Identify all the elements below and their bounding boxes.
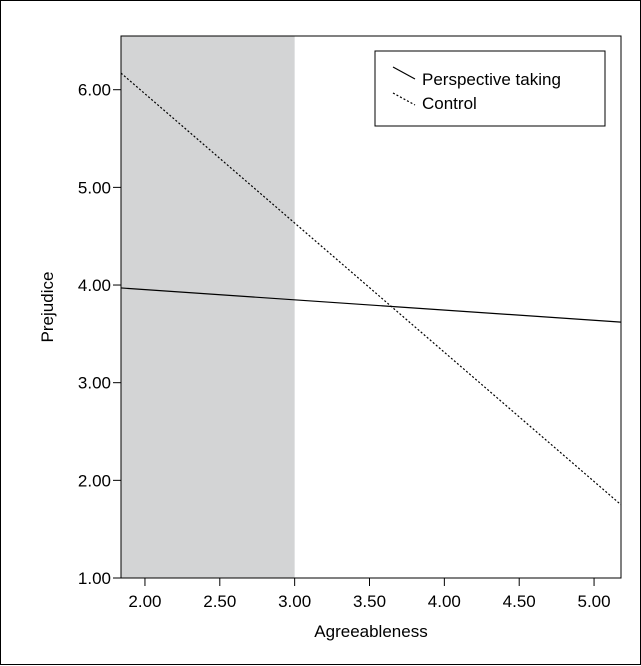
x-axis-title: Agreeableness	[314, 622, 427, 641]
x-tick-label: 4.50	[503, 592, 536, 611]
series-line-perspective-taking	[120, 287, 622, 323]
x-axis: 2.00 2.50 3.00 3.50 4.00 4.50 5.00	[128, 578, 611, 611]
y-tick-label: 2.00	[78, 471, 111, 490]
x-tick-label: 5.00	[578, 592, 611, 611]
y-axis: 1.00 2.00 3.00 4.00 5.00 6.00	[78, 81, 121, 588]
legend-label-control: Control	[422, 94, 477, 113]
y-tick-label: 4.00	[78, 276, 111, 295]
y-tick-label: 6.00	[78, 81, 111, 100]
legend: Perspective taking Control	[374, 50, 606, 127]
x-tick-label: 3.50	[353, 592, 386, 611]
x-tick-label: 2.50	[203, 592, 236, 611]
shaded-region	[121, 36, 295, 578]
y-tick-label: 5.00	[78, 178, 111, 197]
plot-area-border	[120, 35, 622, 579]
x-tick-label: 2.00	[128, 592, 161, 611]
plot-lines	[120, 72, 622, 506]
y-axis-title: Prejudice	[38, 272, 57, 343]
legend-label-perspective-taking: Perspective taking	[422, 70, 561, 89]
legend-box	[374, 50, 606, 127]
y-tick-label: 3.00	[78, 374, 111, 393]
legend-swatch-control	[392, 92, 416, 106]
y-tick-label: 1.00	[78, 569, 111, 588]
legend-swatch-perspective-taking	[392, 66, 416, 80]
x-tick-label: 3.00	[278, 592, 311, 611]
x-tick-label: 4.00	[428, 592, 461, 611]
